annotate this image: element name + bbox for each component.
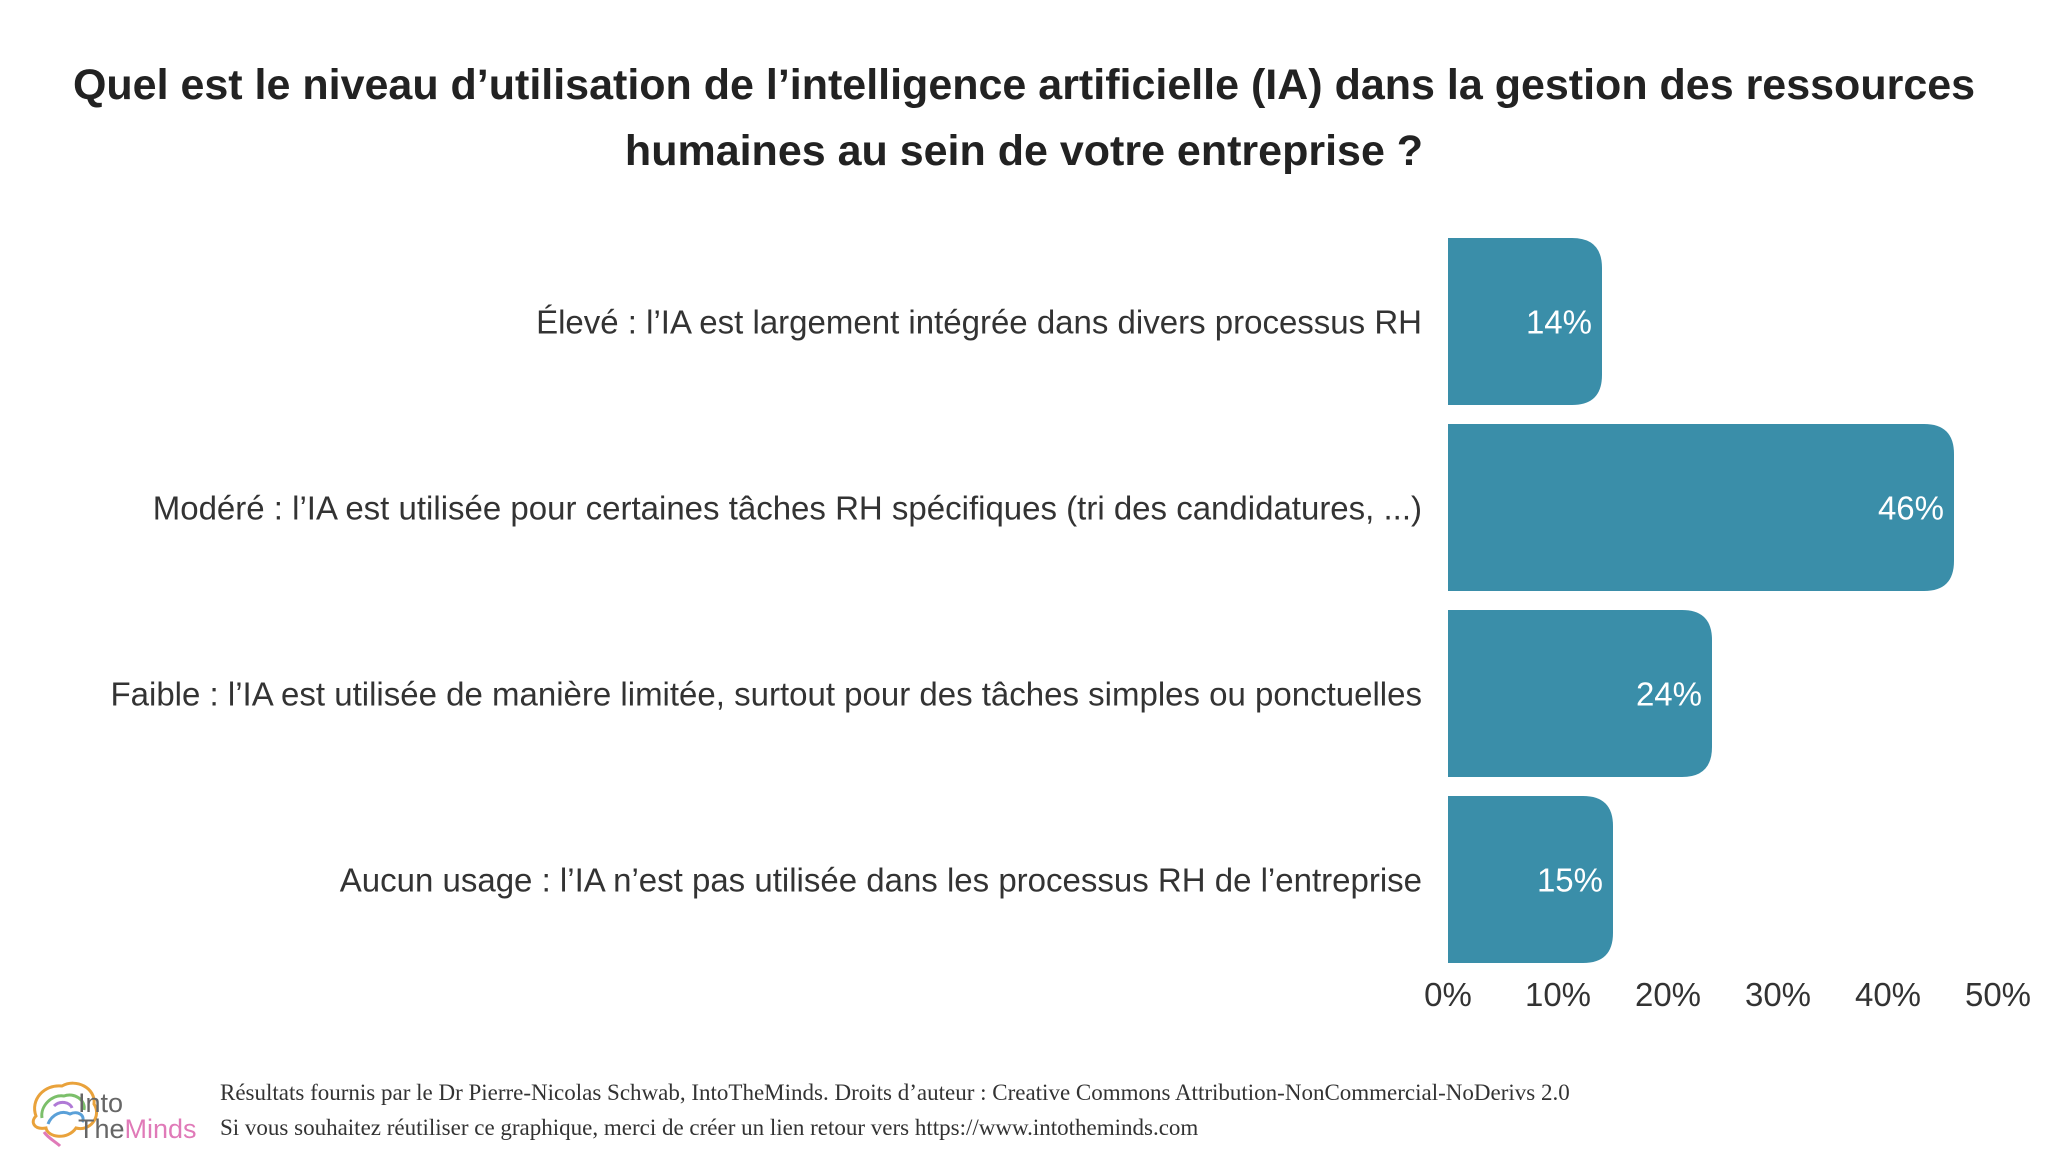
category-label-3: Aucun usage : l’IA n’est pas utilisée da… <box>340 862 1422 899</box>
category-label-0: Élevé : l’IA est largement intégrée dans… <box>536 304 1422 341</box>
brain-icon <box>31 1081 99 1148</box>
logo-text-theminds: TheMinds <box>78 1116 197 1143</box>
logo-text-the: The <box>78 1114 125 1144</box>
chart-title: Quel est le niveau d’utilisation de l’in… <box>0 52 2048 184</box>
x-tick-label-0: 0% <box>1424 976 1472 1013</box>
value-label-1: 46% <box>1878 490 1944 527</box>
footer: Into TheMinds Résultats fournis par le D… <box>0 1070 2048 1152</box>
x-tick-label-1: 10% <box>1525 976 1591 1013</box>
bar-1 <box>1448 424 1954 591</box>
bar-3 <box>1448 796 1613 963</box>
bar-0 <box>1448 238 1602 405</box>
copyright-note: Résultats fournis par le Dr Pierre-Nicol… <box>220 1080 1570 1105</box>
chart-title-line-2: humaines au sein de votre entreprise ? <box>624 127 1424 175</box>
value-label-0: 14% <box>1526 304 1592 341</box>
bar-chart: 14% Élevé : l’IA est largement intégrée d… <box>110 238 2031 1013</box>
value-label-2: 24% <box>1636 676 1702 713</box>
x-tick-label-2: 20% <box>1635 976 1701 1013</box>
intotheminds-logo: Into TheMinds <box>26 1076 206 1148</box>
logo-text-minds: Minds <box>124 1114 197 1144</box>
category-label-1: Modéré : l’IA est utilisée pour certaine… <box>153 490 1422 527</box>
logo-text-into: Into <box>78 1088 124 1118</box>
x-tick-label-5: 50% <box>1965 976 2031 1013</box>
value-label-3: 15% <box>1537 862 1603 899</box>
category-label-2: Faible : l’IA est utilisée de manière li… <box>110 676 1422 713</box>
backlink-note: Si vous souhaitez réutiliser ce graphiqu… <box>220 1115 1199 1140</box>
bar-2 <box>1448 610 1712 777</box>
x-tick-label-3: 30% <box>1745 976 1811 1013</box>
chart-title-line-1: Quel est le niveau d’utilisation de l’in… <box>72 61 1976 109</box>
x-tick-label-4: 40% <box>1855 976 1921 1013</box>
